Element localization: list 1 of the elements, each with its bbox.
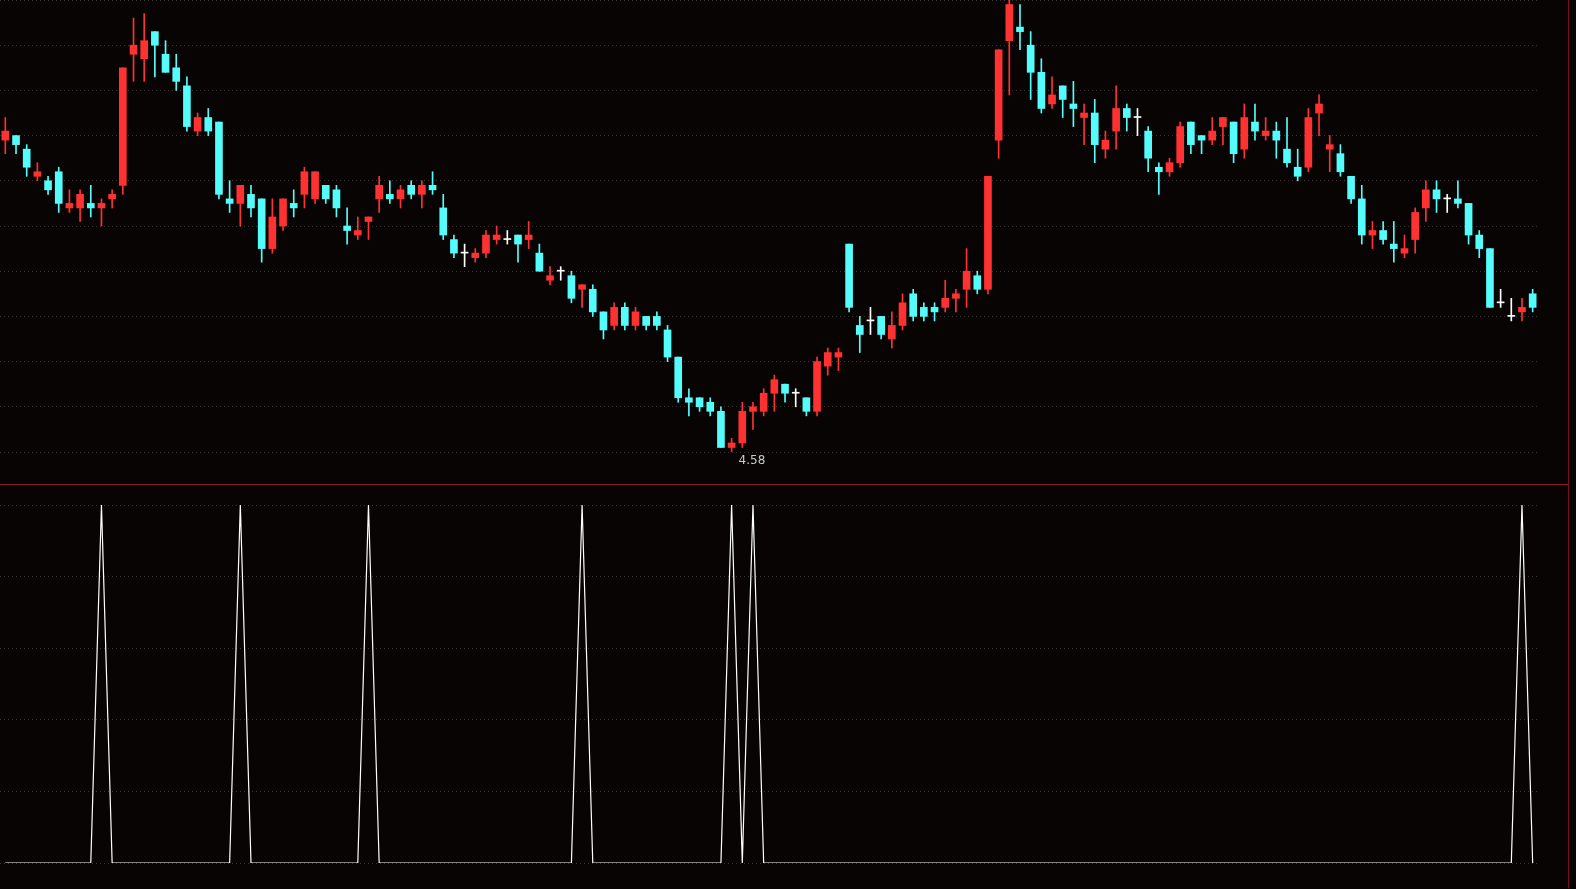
text: 4.58 (738, 453, 766, 468)
